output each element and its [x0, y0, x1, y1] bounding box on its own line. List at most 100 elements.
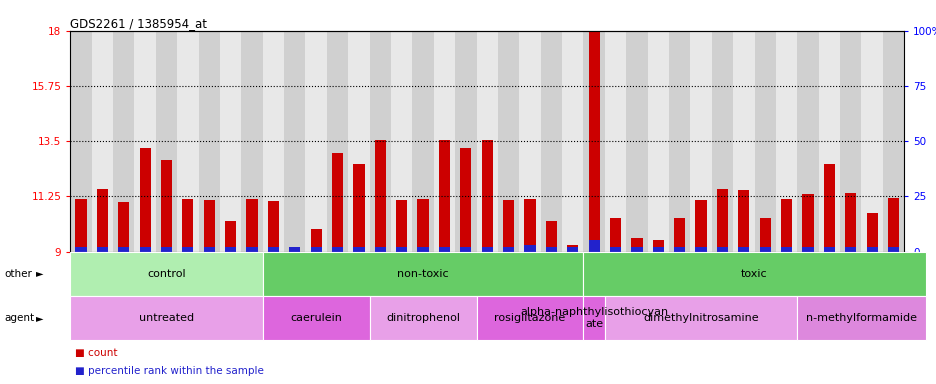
Bar — [887, 197, 899, 252]
Text: untreated: untreated — [139, 313, 194, 323]
Bar — [823, 247, 834, 252]
Text: ■ percentile rank within the sample: ■ percentile rank within the sample — [75, 366, 264, 376]
Bar — [438, 247, 449, 252]
Bar — [844, 247, 856, 252]
Bar — [96, 189, 108, 252]
Bar — [882, 31, 903, 252]
Bar — [246, 247, 257, 252]
Bar — [545, 247, 556, 252]
Bar — [652, 240, 664, 252]
Text: agent: agent — [5, 313, 35, 323]
Bar — [374, 140, 386, 252]
Bar — [75, 199, 86, 252]
Bar — [738, 247, 749, 252]
Text: rosiglitazone: rosiglitazone — [494, 313, 565, 323]
Bar — [70, 31, 92, 252]
Bar — [417, 199, 429, 252]
Bar — [668, 31, 690, 252]
Text: n-methylformamide: n-methylformamide — [805, 313, 916, 323]
Text: caerulein: caerulein — [290, 313, 342, 323]
Bar — [866, 247, 877, 252]
Text: ►: ► — [36, 268, 43, 279]
Bar — [455, 31, 476, 252]
Bar — [262, 31, 284, 252]
Bar — [797, 31, 818, 252]
Bar — [738, 190, 749, 252]
Bar — [96, 247, 108, 252]
Text: alpha-naphthylisothiocyan
ate: alpha-naphthylisothiocyan ate — [519, 307, 667, 329]
Bar — [118, 247, 129, 252]
Bar — [562, 31, 583, 252]
Bar — [690, 31, 711, 252]
Bar — [540, 31, 562, 252]
Bar — [818, 31, 840, 252]
Bar — [860, 31, 882, 252]
Bar — [545, 221, 556, 252]
Bar — [605, 31, 625, 252]
Bar — [289, 247, 300, 252]
Bar — [716, 189, 727, 252]
Bar — [241, 31, 262, 252]
Text: other: other — [5, 268, 33, 279]
Bar — [840, 31, 860, 252]
Bar — [887, 247, 899, 252]
Bar — [476, 31, 497, 252]
Bar — [732, 31, 753, 252]
Bar — [631, 238, 642, 252]
Bar — [374, 247, 386, 252]
Bar — [775, 31, 797, 252]
Bar — [524, 245, 535, 252]
Bar — [625, 31, 647, 252]
Bar — [161, 159, 172, 252]
Bar — [801, 247, 812, 252]
Bar — [220, 31, 241, 252]
Bar — [353, 164, 364, 252]
Bar — [481, 140, 492, 252]
Bar — [711, 31, 732, 252]
Bar — [268, 201, 279, 252]
Text: dimethylnitrosamine: dimethylnitrosamine — [643, 313, 758, 323]
Bar — [417, 247, 429, 252]
Bar — [412, 31, 433, 252]
Bar — [695, 247, 706, 252]
Bar — [225, 221, 236, 252]
Bar — [268, 247, 279, 252]
Bar — [566, 247, 578, 252]
Text: dinitrophenol: dinitrophenol — [386, 313, 460, 323]
Bar — [396, 200, 407, 252]
Bar — [481, 247, 492, 252]
Bar — [583, 31, 605, 252]
Bar — [588, 31, 599, 252]
Bar — [716, 247, 727, 252]
Bar — [198, 31, 220, 252]
Bar — [823, 164, 834, 252]
Bar — [348, 31, 369, 252]
Bar — [225, 247, 236, 252]
Bar — [183, 247, 194, 252]
Bar — [331, 247, 343, 252]
Bar — [139, 149, 151, 252]
Bar — [310, 230, 321, 252]
Bar — [460, 247, 471, 252]
Bar — [305, 31, 327, 252]
Bar — [503, 247, 514, 252]
Bar — [609, 218, 621, 252]
Bar — [801, 194, 812, 252]
Bar — [353, 247, 364, 252]
Bar — [866, 214, 877, 252]
Bar — [759, 247, 770, 252]
Bar — [566, 245, 578, 252]
Bar — [631, 247, 642, 252]
Bar — [369, 31, 390, 252]
Bar — [203, 247, 214, 252]
Text: ■ count: ■ count — [75, 348, 117, 358]
Text: GDS2261 / 1385954_at: GDS2261 / 1385954_at — [70, 17, 207, 30]
Bar — [139, 247, 151, 252]
Bar — [503, 200, 514, 252]
Bar — [753, 31, 775, 252]
Bar — [460, 149, 471, 252]
Bar — [519, 31, 540, 252]
Bar — [390, 31, 412, 252]
Text: ►: ► — [36, 313, 43, 323]
Bar — [203, 200, 214, 252]
